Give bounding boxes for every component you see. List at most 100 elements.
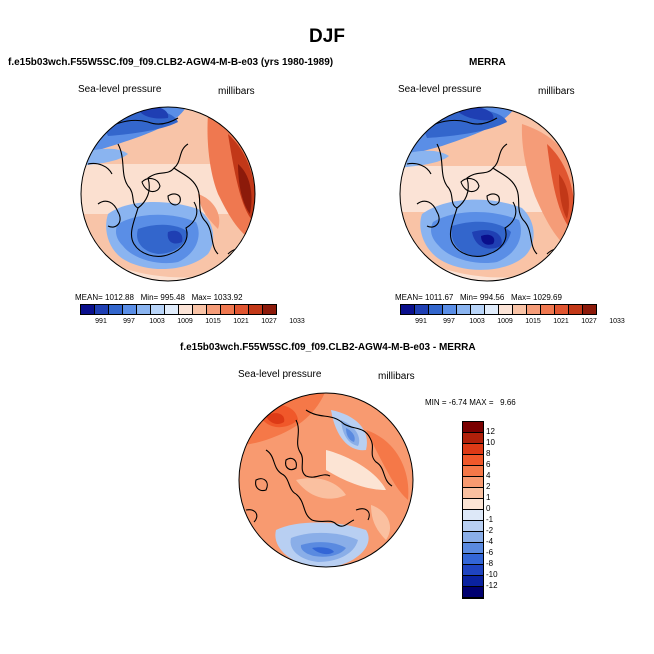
merra-polar-map [399, 106, 575, 282]
model-stats: MEAN= 1012.88 Min= 995.48 Max= 1033.92 [75, 293, 243, 302]
diff-polar-map [238, 392, 414, 568]
merra-panel-title: MERRA [469, 57, 506, 68]
model-colorbar-tick-label: 1015 [205, 318, 221, 325]
model-colorbar-swatch [150, 304, 165, 315]
model-colorbar-tick-label: 1033 [289, 318, 305, 325]
merra-colorbar-tick-label: 997 [443, 318, 455, 325]
merra-colorbar-tick-label: 1015 [525, 318, 541, 325]
model-colorbar-swatch [178, 304, 193, 315]
model-min-value: 995.48 [160, 293, 185, 302]
merra-colorbar-swatch [470, 304, 485, 315]
model-units-label: millibars [218, 86, 255, 97]
diff-units-label: millibars [378, 371, 415, 382]
merra-colorbar-tick-label: 1027 [581, 318, 597, 325]
diff-colorbar-swatch [463, 444, 483, 455]
model-panel-title: f.e15b03wch.F55W5SC.f09_f09.CLB2-AGW4-M-… [8, 57, 334, 68]
merra-colorbar-ticks: 991 997 1003 1009 1015 1021 1027 1033 [400, 318, 625, 328]
model-colorbar-swatch [234, 304, 249, 315]
model-min-label: Min= [140, 293, 159, 302]
model-max-value: 1033.92 [213, 293, 243, 302]
model-colorbar-tick-label: 1009 [177, 318, 193, 325]
diff-colorbar-tick-label: 1 [486, 493, 491, 502]
model-colorbar-swatch [136, 304, 151, 315]
diff-colorbar-swatch [463, 499, 483, 510]
diff-colorbar-swatch [463, 554, 483, 565]
model-colorbar-tick-label: 1003 [149, 318, 165, 325]
merra-colorbar-swatch [540, 304, 555, 315]
diff-colorbar-swatch [463, 477, 483, 488]
model-colorbar-tick-label: 1027 [261, 318, 277, 325]
merra-units-label: millibars [538, 86, 575, 97]
diff-max-value: 9.66 [500, 398, 516, 407]
main-title: DJF [309, 26, 345, 47]
merra-colorbar-swatch [456, 304, 471, 315]
merra-colorbar-swatch [582, 304, 597, 315]
diff-variable-label: Sea-level pressure [238, 369, 322, 380]
model-colorbar-swatch [220, 304, 235, 315]
diff-colorbar-swatch [463, 543, 483, 554]
merra-variable-label: Sea-level pressure [398, 84, 482, 95]
merra-min-value: 994.56 [479, 293, 505, 302]
model-colorbar-ticks: 991 997 1003 1009 1015 1021 1027 1033 [80, 318, 305, 328]
model-polar-map [80, 106, 256, 282]
merra-colorbar-tick-label: 1009 [497, 318, 513, 325]
merra-colorbar-swatch [526, 304, 541, 315]
model-colorbar-swatch [80, 304, 95, 315]
model-colorbar-tick-label: 991 [95, 318, 107, 325]
diff-colorbar-swatch [463, 455, 483, 466]
diff-colorbar-tick-label: 8 [486, 449, 491, 458]
model-mean-value: 1012.88 [105, 293, 134, 302]
diff-colorbar-tick-label: -6 [486, 548, 494, 557]
model-colorbar-swatch [108, 304, 123, 315]
model-colorbar-tick-label: 1021 [233, 318, 249, 325]
model-colorbar-swatch [94, 304, 109, 315]
diff-colorbar-tick-label: 2 [486, 482, 491, 491]
model-colorbar-tick-label: 997 [123, 318, 135, 325]
diff-colorbar-swatch [463, 587, 483, 598]
diff-colorbar-tick-label: -4 [486, 537, 494, 546]
diff-colorbar-swatch [463, 422, 483, 433]
diff-colorbar-tick-label: -1 [486, 515, 494, 524]
model-colorbar-swatch [248, 304, 263, 315]
model-colorbar [80, 304, 277, 315]
merra-colorbar-tick-label: 1033 [609, 318, 625, 325]
model-max-label: Max= [191, 293, 212, 302]
diff-stats: MIN = -6.74 MAX = 9.66 [425, 398, 516, 407]
merra-colorbar-swatch [568, 304, 583, 315]
merra-colorbar-swatch [442, 304, 457, 315]
model-colorbar-swatch [122, 304, 137, 315]
merra-colorbar-tick-label: 1003 [469, 318, 485, 325]
diff-colorbar-tick-label: -10 [486, 570, 498, 579]
diff-colorbar-tick-label: 4 [486, 471, 491, 480]
diff-colorbar-tick-label: 0 [486, 504, 491, 513]
merra-max-value: 1029.69 [533, 293, 562, 302]
model-colorbar-swatch [206, 304, 221, 315]
diff-colorbar-tick-label: -2 [486, 526, 494, 535]
merra-colorbar-tick-label: 991 [415, 318, 427, 325]
diff-min-value: -6.74 [448, 398, 468, 407]
diff-colorbar-tick-label: 6 [486, 460, 491, 469]
merra-colorbar-swatch [414, 304, 429, 315]
diff-colorbar-swatch [463, 466, 483, 477]
diff-colorbar-swatch [463, 576, 483, 587]
merra-mean-label: MEAN= [395, 293, 423, 302]
merra-colorbar [400, 304, 597, 315]
merra-colorbar-swatch [498, 304, 513, 315]
model-mean-label: MEAN= [75, 293, 103, 302]
diff-colorbar-swatch [463, 532, 483, 543]
diff-colorbar-tick-label: -8 [486, 559, 494, 568]
merra-colorbar-swatch [484, 304, 499, 315]
diff-colorbar-swatch [463, 488, 483, 499]
diff-max-label: MAX = [469, 398, 494, 407]
model-colorbar-swatch [262, 304, 277, 315]
merra-mean-value: 1011.67 [425, 293, 454, 302]
diff-colorbar-tick-label: 12 [486, 427, 495, 436]
diff-colorbar-tick-label: 10 [486, 438, 495, 447]
merra-colorbar-swatch [400, 304, 415, 315]
merra-colorbar-swatch [512, 304, 527, 315]
merra-stats: MEAN= 1011.67 Min= 994.56 Max= 1029.69 [395, 293, 562, 302]
merra-colorbar-swatch [554, 304, 569, 315]
model-variable-label: Sea-level pressure [78, 84, 162, 95]
diff-colorbar-swatch [463, 565, 483, 576]
merra-colorbar-tick-label: 1021 [553, 318, 569, 325]
